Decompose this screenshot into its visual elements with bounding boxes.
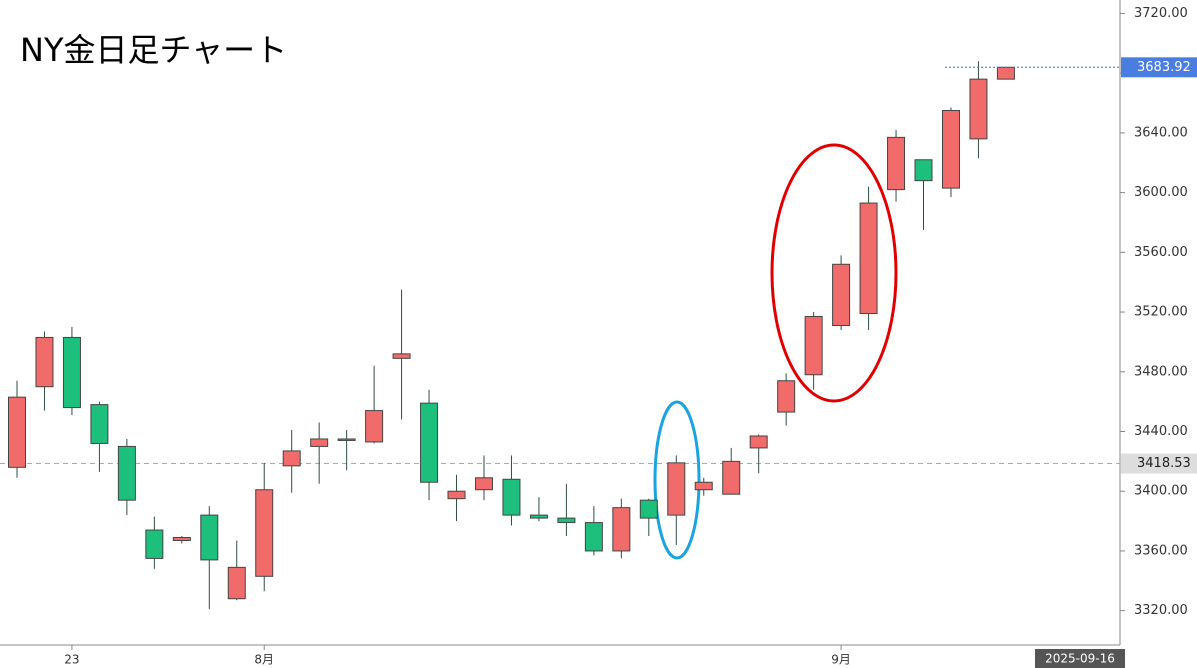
x-tick-label: 8月 xyxy=(254,653,274,667)
candle-body xyxy=(365,410,384,443)
candle-body xyxy=(172,537,191,541)
date-box xyxy=(1035,649,1125,668)
price-box xyxy=(1121,57,1197,78)
candle-body xyxy=(255,489,274,577)
candle-body xyxy=(941,109,960,189)
y-tick-label: 3720.00 xyxy=(1134,6,1188,21)
y-tick-label: 3600.00 xyxy=(1134,185,1188,200)
y-tick-label: 3560.00 xyxy=(1134,245,1188,260)
highlight-ellipse xyxy=(770,143,898,403)
y-tick-label: 3320.00 xyxy=(1134,603,1188,618)
chart-title: NY金日足チャート xyxy=(20,31,287,69)
candle-body xyxy=(887,136,906,191)
candle-body xyxy=(282,450,301,467)
candle-body xyxy=(8,396,26,468)
candle-body xyxy=(612,507,631,552)
candle-body xyxy=(749,435,768,449)
highlight-ellipse xyxy=(653,400,701,560)
x-tick-label: 9月 xyxy=(831,653,851,667)
candle-body xyxy=(145,529,164,559)
candle-body xyxy=(90,404,109,444)
candle-body xyxy=(914,159,933,182)
x-tick-label: 23 xyxy=(64,653,79,667)
y-tick-label: 3480.00 xyxy=(1134,364,1188,379)
candle-body xyxy=(584,522,603,552)
candle-body xyxy=(200,514,219,561)
candle-body xyxy=(474,477,493,491)
y-tick-label: 3640.00 xyxy=(1134,125,1188,140)
candle-body xyxy=(557,517,576,524)
candle-body xyxy=(667,462,686,516)
candle-body xyxy=(859,202,878,315)
candle-body xyxy=(529,514,548,519)
candle-body xyxy=(804,316,823,376)
y-tick-label: 3360.00 xyxy=(1134,543,1188,558)
candle-body xyxy=(117,445,136,501)
candle-body xyxy=(35,336,54,388)
candle-body xyxy=(447,490,466,500)
candle-body xyxy=(832,263,851,326)
candle-body xyxy=(62,336,81,409)
candle-body xyxy=(420,402,439,483)
candle-body xyxy=(392,353,411,359)
last-price-label: 3683.92 xyxy=(1137,60,1191,75)
candle-body xyxy=(639,499,658,519)
cursor-date-label: 2025-09-16 xyxy=(1045,652,1115,666)
candle-body xyxy=(694,481,713,491)
candle-body xyxy=(722,460,741,495)
candle-body xyxy=(996,66,1015,80)
candle-body xyxy=(337,438,356,441)
candle-body xyxy=(310,438,329,447)
price-box xyxy=(1121,453,1197,474)
candle-body xyxy=(227,566,246,600)
y-tick-label: 3520.00 xyxy=(1134,305,1188,320)
y-tick-label: 3400.00 xyxy=(1134,484,1188,499)
candle-body xyxy=(777,380,796,413)
reference-price-label: 3418.53 xyxy=(1137,456,1191,471)
candle-body xyxy=(969,78,988,140)
y-tick-label: 3440.00 xyxy=(1134,424,1188,439)
candle-body xyxy=(502,478,521,516)
